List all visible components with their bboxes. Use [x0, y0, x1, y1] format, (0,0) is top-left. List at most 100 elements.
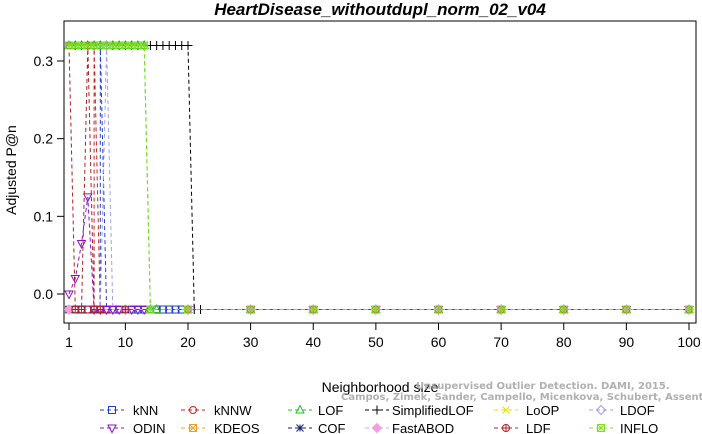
x-tick-label: 70 [493, 334, 509, 350]
legend-marker-kNN [108, 406, 116, 414]
legend-marker-SimplifiedLOF [372, 405, 382, 415]
x-tick-label: 20 [180, 334, 196, 350]
series-layer [63, 39, 695, 316]
legend-label-LDF: LDF [526, 421, 551, 434]
data-point-INFLO-18 [434, 305, 443, 314]
watermark-line-2: Campos, Zimek, Sander, Campello, Micenko… [341, 392, 702, 403]
legend-marker-kNNW [189, 406, 197, 414]
y-axis-label: Adjusted P@n [3, 125, 19, 215]
x-axis-label: Neighborhood size [322, 379, 439, 395]
legend-label-INFLO: INFLO [620, 421, 658, 434]
y-tick-label: 0.2 [34, 131, 54, 147]
series-line-LDF [68, 45, 689, 310]
series-line-SimplifiedLOF [75, 45, 689, 310]
data-point-INFLO-13 [146, 305, 155, 314]
x-tick-label: 50 [368, 334, 384, 350]
series-line-kNNW [69, 45, 689, 310]
legend-marker-COF [296, 424, 304, 432]
series-line-LDOF [69, 45, 689, 310]
legend-item-LoOP: LoOP [494, 403, 559, 418]
series-line-INFLO [69, 45, 689, 310]
series-LOF [64, 39, 694, 314]
series-line-LOF [69, 45, 689, 310]
data-point-ODIN-7 [108, 306, 118, 316]
series-line-ODIN [68, 196, 689, 310]
legend-marker-INFLO [597, 424, 605, 432]
series-INFLO [65, 41, 693, 314]
watermark-line-1: Unsupervised Outlier Detection. DAMI, 20… [416, 381, 670, 392]
x-tick-label: 100 [677, 334, 701, 350]
legend-item-LDF: LDF [494, 421, 551, 434]
y-axis: 0.0 0.1 0.2 0.3 [34, 53, 65, 302]
data-point-INFLO-19 [497, 305, 506, 314]
legend-item-SimplifiedLOF: SimplifiedLOF [365, 403, 474, 418]
data-point-ODIN-3 [82, 193, 93, 203]
series-LDOF [63, 40, 695, 315]
data-point-INFLO-17 [371, 305, 380, 314]
legend-marker-LoOP [502, 406, 510, 414]
data-point-INFLO-16 [309, 305, 318, 314]
x-tick-label: 60 [431, 334, 447, 350]
data-point-LOF-14 [151, 303, 162, 314]
legend-item-COF: COF [288, 421, 346, 434]
series-SimplifiedLOF [70, 40, 694, 315]
x-tick-label: 1 [65, 334, 73, 350]
data-point-ODIN-12 [139, 306, 149, 316]
chart-title: HeartDisease_withoutdupl_norm_02_v04 [214, 0, 546, 19]
legend: kNN kNNW LOF SimplifiedLOF LoOP LDOF ODIN KDEOS… [100, 403, 658, 434]
data-point-SimplifiedLOF-18 [183, 40, 193, 50]
legend-item-kNNW: kNNW [181, 403, 252, 418]
legend-marker-LDF [502, 424, 510, 432]
legend-item-ODIN: ODIN [100, 421, 166, 434]
legend-item-LDOF: LDOF [589, 403, 655, 418]
legend-marker-KDEOS [189, 424, 197, 432]
y-tick-label: 0.3 [34, 53, 54, 69]
data-point-ODIN-0 [64, 290, 74, 300]
data-point-INFLO-21 [622, 305, 631, 314]
plot-frame [63, 20, 697, 324]
legend-marker-FastABOD [371, 422, 383, 434]
data-point-ODIN-2 [76, 240, 87, 250]
legend-item-LOF: LOF [288, 403, 343, 418]
legend-marker-LDOF [595, 404, 607, 416]
legend-label-kNN: kNN [133, 403, 158, 418]
series-line-kNN [69, 45, 689, 310]
series-kNNW [65, 41, 693, 314]
legend-label-SimplifiedLOF: SimplifiedLOF [392, 403, 474, 418]
x-tick-label: 10 [118, 334, 134, 350]
series-LDF [65, 41, 693, 314]
legend-item-FastABOD: FastABOD [365, 421, 454, 434]
x-tick-label: 30 [243, 334, 259, 350]
legend-label-LDOF: LDOF [620, 403, 655, 418]
x-tick-label: 80 [556, 334, 572, 350]
x-tick-label: 40 [305, 334, 321, 350]
legend-item-kNN: kNN [100, 403, 158, 418]
legend-label-COF: COF [318, 421, 346, 434]
legend-marker-ODIN [107, 424, 117, 434]
x-tick-label: 90 [619, 334, 635, 350]
data-point-LDF-2 [77, 305, 86, 314]
data-point-INFLO-22 [685, 305, 693, 314]
data-point-LDF-6 [121, 305, 130, 314]
data-point-INFLO-12 [140, 41, 149, 50]
legend-item-KDEOS: KDEOS [181, 421, 260, 434]
data-point-ODIN-11 [133, 306, 143, 316]
legend-marker-LOF [295, 404, 305, 414]
data-point-LDF-5 [96, 305, 105, 314]
legend-item-INFLO: INFLO [589, 421, 658, 434]
series-kNN [65, 41, 693, 314]
legend-label-kNNW: kNNW [214, 403, 252, 418]
series-ODIN [64, 193, 694, 316]
data-point-ODIN-6 [101, 306, 112, 316]
data-point-INFLO-20 [559, 305, 568, 314]
data-point-INFLO-14 [183, 305, 192, 314]
legend-label-FastABOD: FastABOD [392, 421, 454, 434]
legend-label-KDEOS: KDEOS [214, 421, 260, 434]
data-point-INFLO-15 [246, 305, 255, 314]
legend-label-ODIN: ODIN [133, 421, 166, 434]
data-point-ODIN-1 [70, 274, 81, 285]
legend-label-LoOP: LoOP [526, 403, 559, 418]
x-axis: 1 10 20 30 40 50 60 70 80 90 100 [65, 322, 701, 350]
legend-label-LOF: LOF [318, 403, 343, 418]
